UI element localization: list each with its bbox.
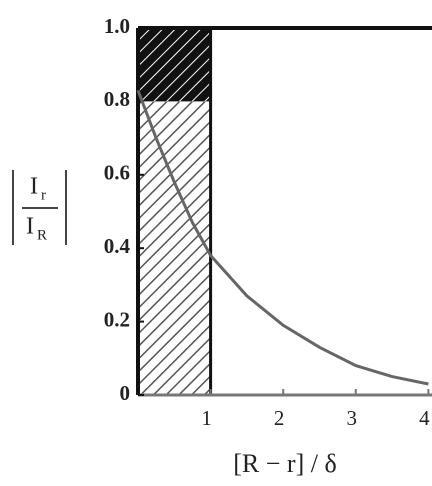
- x-tick-label: 2: [274, 406, 285, 430]
- ylabel-denominator: I: [26, 214, 34, 240]
- x-tick-label: 1: [201, 406, 212, 430]
- ylabel-numerator: I: [30, 174, 38, 200]
- plot-area: 0 0.2 0.4 0.6 0.8 1.0 1 2 3 4: [104, 14, 432, 430]
- y-tick-label: 0.4: [104, 234, 131, 258]
- x-axis-label: [R − r] / δ: [233, 449, 336, 478]
- ylabel-numerator-sub: r: [41, 187, 46, 203]
- y-tick-label: 0.8: [104, 87, 130, 111]
- y-tick-label: 0.2: [104, 307, 130, 331]
- y-tick-label: 1.0: [104, 14, 130, 38]
- x-tick-label: 4: [419, 406, 430, 430]
- y-tick-label: 0: [120, 381, 131, 405]
- y-axis-label: I r I R: [12, 170, 67, 245]
- shaded-region: [138, 101, 211, 396]
- shaded-region-dark: [138, 28, 211, 102]
- x-tick-label: 3: [347, 406, 358, 430]
- curve: [136, 89, 429, 386]
- y-tick-label: 0.6: [104, 161, 130, 185]
- ylabel-denominator-sub: R: [37, 227, 47, 243]
